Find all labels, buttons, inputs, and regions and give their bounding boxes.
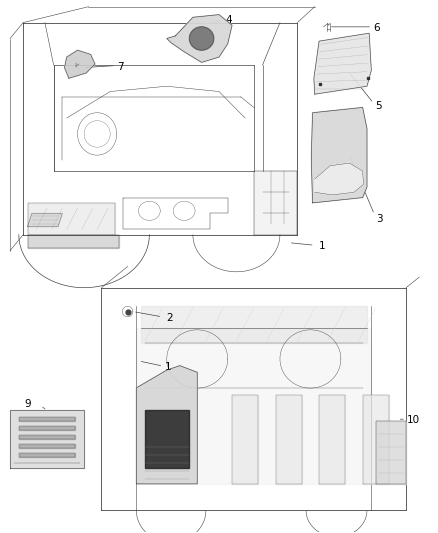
Text: 2: 2 (166, 313, 173, 323)
Text: 10: 10 (407, 415, 420, 425)
Text: 6: 6 (374, 23, 380, 33)
Polygon shape (232, 394, 258, 484)
Text: 1: 1 (165, 362, 172, 372)
Text: 3: 3 (376, 214, 382, 224)
Polygon shape (136, 328, 371, 484)
Polygon shape (19, 443, 75, 448)
Polygon shape (145, 410, 188, 468)
Polygon shape (19, 434, 75, 439)
Polygon shape (276, 394, 302, 484)
Polygon shape (141, 305, 367, 343)
Polygon shape (28, 235, 119, 248)
Polygon shape (28, 214, 62, 227)
Polygon shape (189, 27, 214, 50)
Polygon shape (64, 50, 95, 78)
Polygon shape (311, 108, 367, 203)
Polygon shape (19, 417, 75, 421)
Text: 7: 7 (117, 62, 124, 71)
Polygon shape (10, 410, 84, 468)
Polygon shape (376, 421, 406, 484)
Polygon shape (254, 171, 297, 235)
Text: 1: 1 (319, 241, 326, 252)
Polygon shape (136, 366, 197, 484)
Text: 5: 5 (375, 101, 381, 111)
Polygon shape (314, 33, 371, 94)
Polygon shape (363, 394, 389, 484)
Polygon shape (319, 394, 345, 484)
Polygon shape (167, 14, 232, 62)
Polygon shape (315, 163, 364, 195)
Polygon shape (28, 203, 115, 235)
Text: 9: 9 (24, 399, 31, 409)
Polygon shape (19, 453, 75, 457)
Text: 4: 4 (226, 15, 232, 25)
Polygon shape (19, 425, 75, 430)
